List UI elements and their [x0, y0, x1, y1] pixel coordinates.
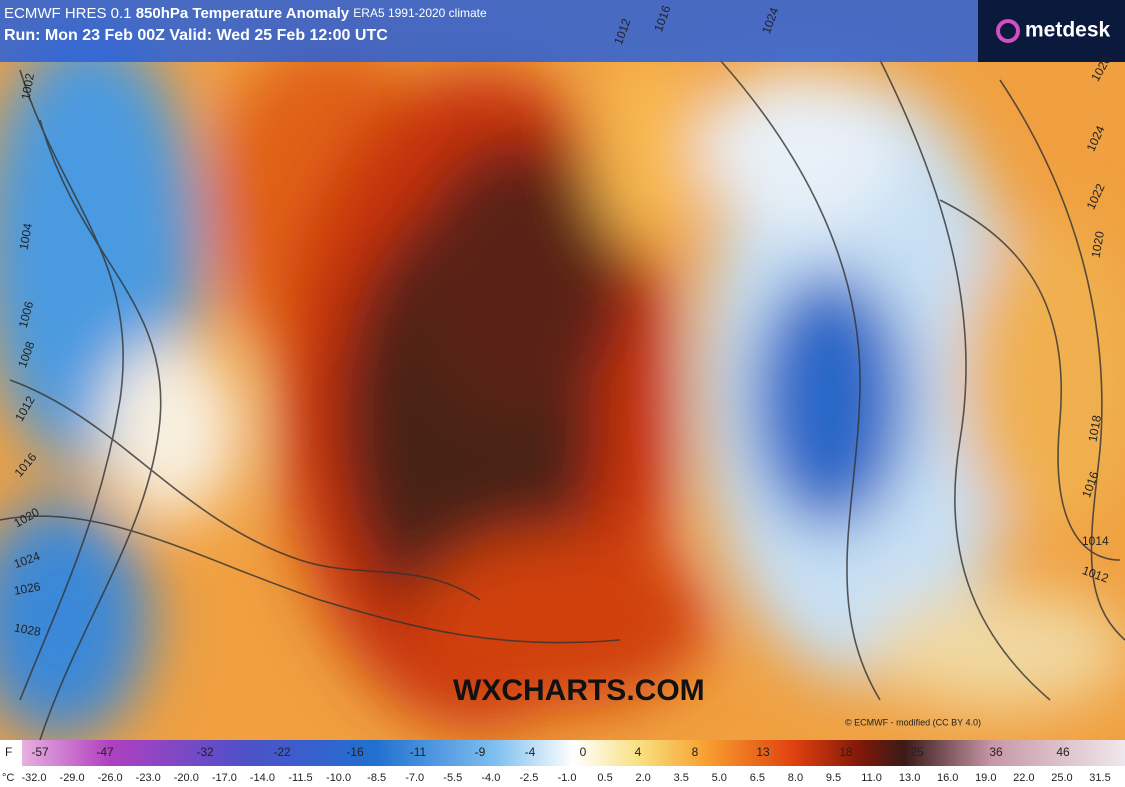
isobar-label: 1018: [1086, 414, 1104, 443]
c-label: -4.0: [481, 772, 500, 784]
product: 850hPa Temperature Anomaly: [136, 5, 350, 22]
isobar-label: 1006: [16, 300, 37, 330]
header-line1: ECMWF HRES 0.1 850hPa Temperature Anomal…: [4, 5, 487, 22]
isobar-label: 1014: [1082, 534, 1109, 548]
c-label: -20.0: [174, 772, 199, 784]
c-label: -26.0: [98, 772, 123, 784]
f-labels: -57 -47 -32 -22 -16 -11 -9 -4 0 4 8 13 18 25 36 46: [31, 745, 1070, 759]
c-label: -2.5: [519, 772, 538, 784]
isobar-label: 1020: [1089, 230, 1107, 259]
f-label: -9: [475, 745, 486, 759]
c-label: 13.0: [899, 772, 920, 784]
c-unit: °C: [2, 772, 14, 784]
f-label: -4: [525, 745, 536, 759]
f-label: -16: [346, 745, 364, 759]
f-label: -22: [273, 745, 291, 759]
c-label: 0.5: [597, 772, 612, 784]
c-label: -14.0: [250, 772, 275, 784]
f-label: -47: [96, 745, 114, 759]
f-label: -32: [196, 745, 214, 759]
c-label: 8.0: [788, 772, 803, 784]
c-label: -29.0: [60, 772, 85, 784]
c-label: -11.5: [288, 772, 312, 784]
c-label: -17.0: [212, 772, 237, 784]
f-label: 13: [756, 745, 770, 759]
isobars: [0, 59, 1125, 741]
c-label: 16.0: [937, 772, 958, 784]
credit: © ECMWF - modified (CC BY 4.0): [845, 717, 981, 727]
c-label: 3.5: [674, 772, 689, 784]
watermark: WXCHARTS.COM: [453, 674, 705, 707]
header-bar: [0, 0, 978, 62]
c-label: -1.0: [558, 772, 577, 784]
header-run: Run: Mon 23 Feb 00Z Valid: Wed 25 Feb 12…: [4, 27, 388, 44]
colorbar: [22, 740, 1125, 766]
logo-text: metdesk: [1025, 19, 1111, 42]
isobar-label: 1004: [17, 222, 35, 251]
c-label: 19.0: [975, 772, 996, 784]
c-label: -5.5: [443, 772, 462, 784]
c-label: 31.5: [1089, 772, 1110, 784]
logo-icon: [996, 19, 1020, 43]
f-label: 0: [580, 745, 587, 759]
c-label: 25.0: [1051, 772, 1072, 784]
c-label: -7.0: [405, 772, 424, 784]
climate: ERA5 1991-2020 climate: [353, 6, 487, 20]
f-label: 46: [1056, 745, 1070, 759]
c-label: 6.5: [750, 772, 765, 784]
c-label: 5.0: [712, 772, 727, 784]
c-label: 22.0: [1013, 772, 1034, 784]
c-label: -23.0: [136, 772, 161, 784]
f-unit: F: [5, 745, 12, 759]
f-label: 18: [839, 745, 853, 759]
c-label: 11.0: [861, 772, 882, 784]
f-label: -57: [31, 745, 49, 759]
f-label: 4: [635, 745, 642, 759]
c-label: 2.0: [635, 772, 650, 784]
c-label: -8.5: [367, 772, 386, 784]
c-label: -10.0: [326, 772, 351, 784]
f-label: -11: [410, 745, 427, 759]
f-label: 8: [692, 745, 699, 759]
f-label: 36: [989, 745, 1003, 759]
c-labels: -32.0 -29.0 -26.0 -23.0 -20.0 -17.0 -14.0 -11.5…: [21, 772, 1110, 784]
isobar-label: 1028: [13, 621, 42, 639]
isobar-label: 1026: [13, 579, 42, 597]
logo-box: [978, 0, 1125, 62]
c-label: 9.5: [826, 772, 841, 784]
c-label: -32.0: [21, 772, 46, 784]
f-label: 25: [910, 745, 924, 759]
isobar-label: 1002: [19, 72, 37, 101]
model: ECMWF HRES 0.1: [4, 5, 132, 22]
